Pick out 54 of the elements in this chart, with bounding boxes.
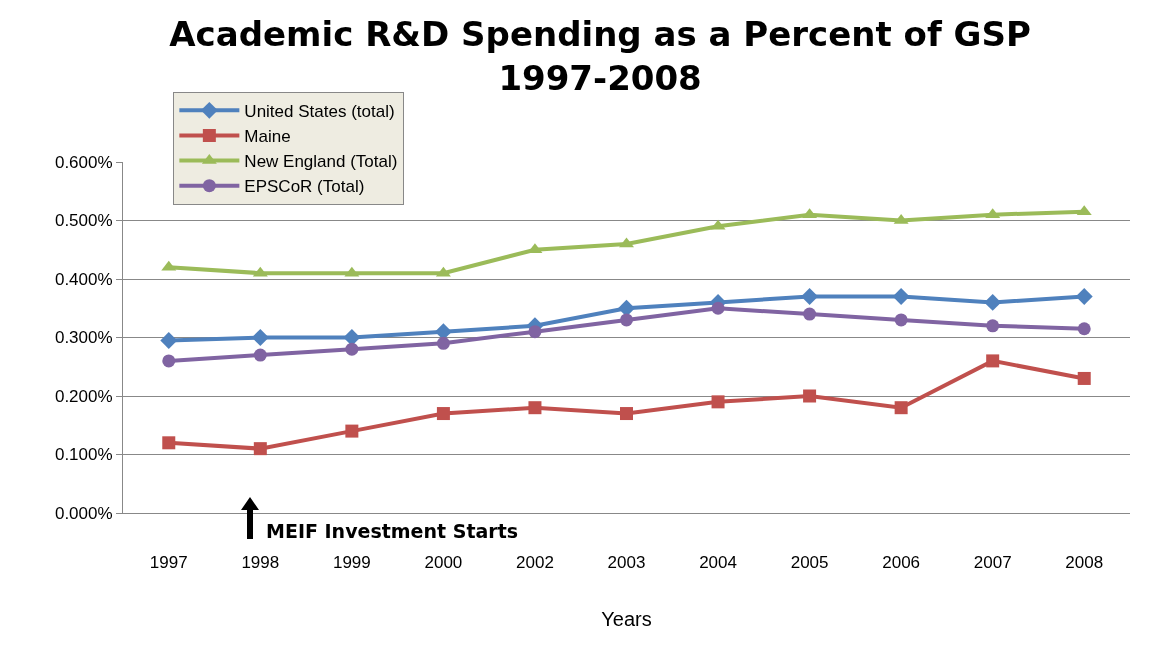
x-tick-label: 2004 (699, 553, 737, 573)
y-tick-label: 0.200% (54, 386, 113, 406)
point (620, 313, 633, 327)
point (436, 407, 450, 421)
point (160, 331, 178, 349)
x-tick-label: 2007 (973, 553, 1012, 573)
point (345, 342, 359, 356)
y-tick-label: 0.300% (54, 328, 113, 348)
point (345, 424, 359, 438)
point (1077, 322, 1091, 336)
text: MEIF Investment Starts (266, 520, 519, 542)
point (1075, 288, 1093, 305)
x-tick-label: 1997 (149, 553, 188, 573)
y-tick-label: 0.400% (54, 269, 113, 289)
x-tick-label: 2000 (424, 553, 463, 573)
point (528, 325, 542, 339)
point (436, 336, 450, 350)
point (251, 329, 269, 346)
point (528, 401, 542, 415)
x-axis-title: Years (601, 607, 652, 630)
point (253, 348, 267, 362)
point (986, 354, 1000, 368)
point (253, 442, 267, 456)
point (620, 407, 633, 421)
x-tick-label: 2002 (516, 553, 554, 573)
legend-label: United States (total) (244, 101, 395, 121)
x-tick-label: 2008 (1065, 553, 1104, 573)
point (894, 313, 908, 327)
point (803, 389, 817, 403)
point (801, 288, 819, 305)
y-tick-label: 0.500% (54, 211, 113, 231)
point (162, 436, 176, 450)
point (162, 354, 176, 368)
legend-label: New England (Total) (244, 152, 398, 172)
chart-title: Academic R&D Spending as a Percent of GSP 1997-2008 (169, 13, 1031, 98)
x-tick-label: 1999 (332, 553, 371, 573)
point (711, 395, 725, 409)
legend-label: Maine (244, 127, 291, 147)
x-tick-label: 2003 (607, 553, 646, 573)
point (343, 329, 361, 346)
x-tick-label: 2005 (790, 553, 829, 573)
y-tick-label: 0.100% (54, 445, 113, 465)
point (803, 307, 817, 321)
point (711, 301, 725, 315)
y-tick-label: 0.000% (54, 503, 113, 523)
point (984, 293, 1002, 311)
point (894, 401, 908, 415)
y-tick-label: 0.600% (54, 152, 113, 172)
x-tick-label: 1998 (241, 553, 280, 573)
point (892, 288, 910, 305)
point (1077, 371, 1091, 385)
point (986, 319, 1000, 333)
legend-label: EPSCoR (Total) (244, 177, 365, 197)
x-tick-label: 2006 (882, 553, 921, 573)
